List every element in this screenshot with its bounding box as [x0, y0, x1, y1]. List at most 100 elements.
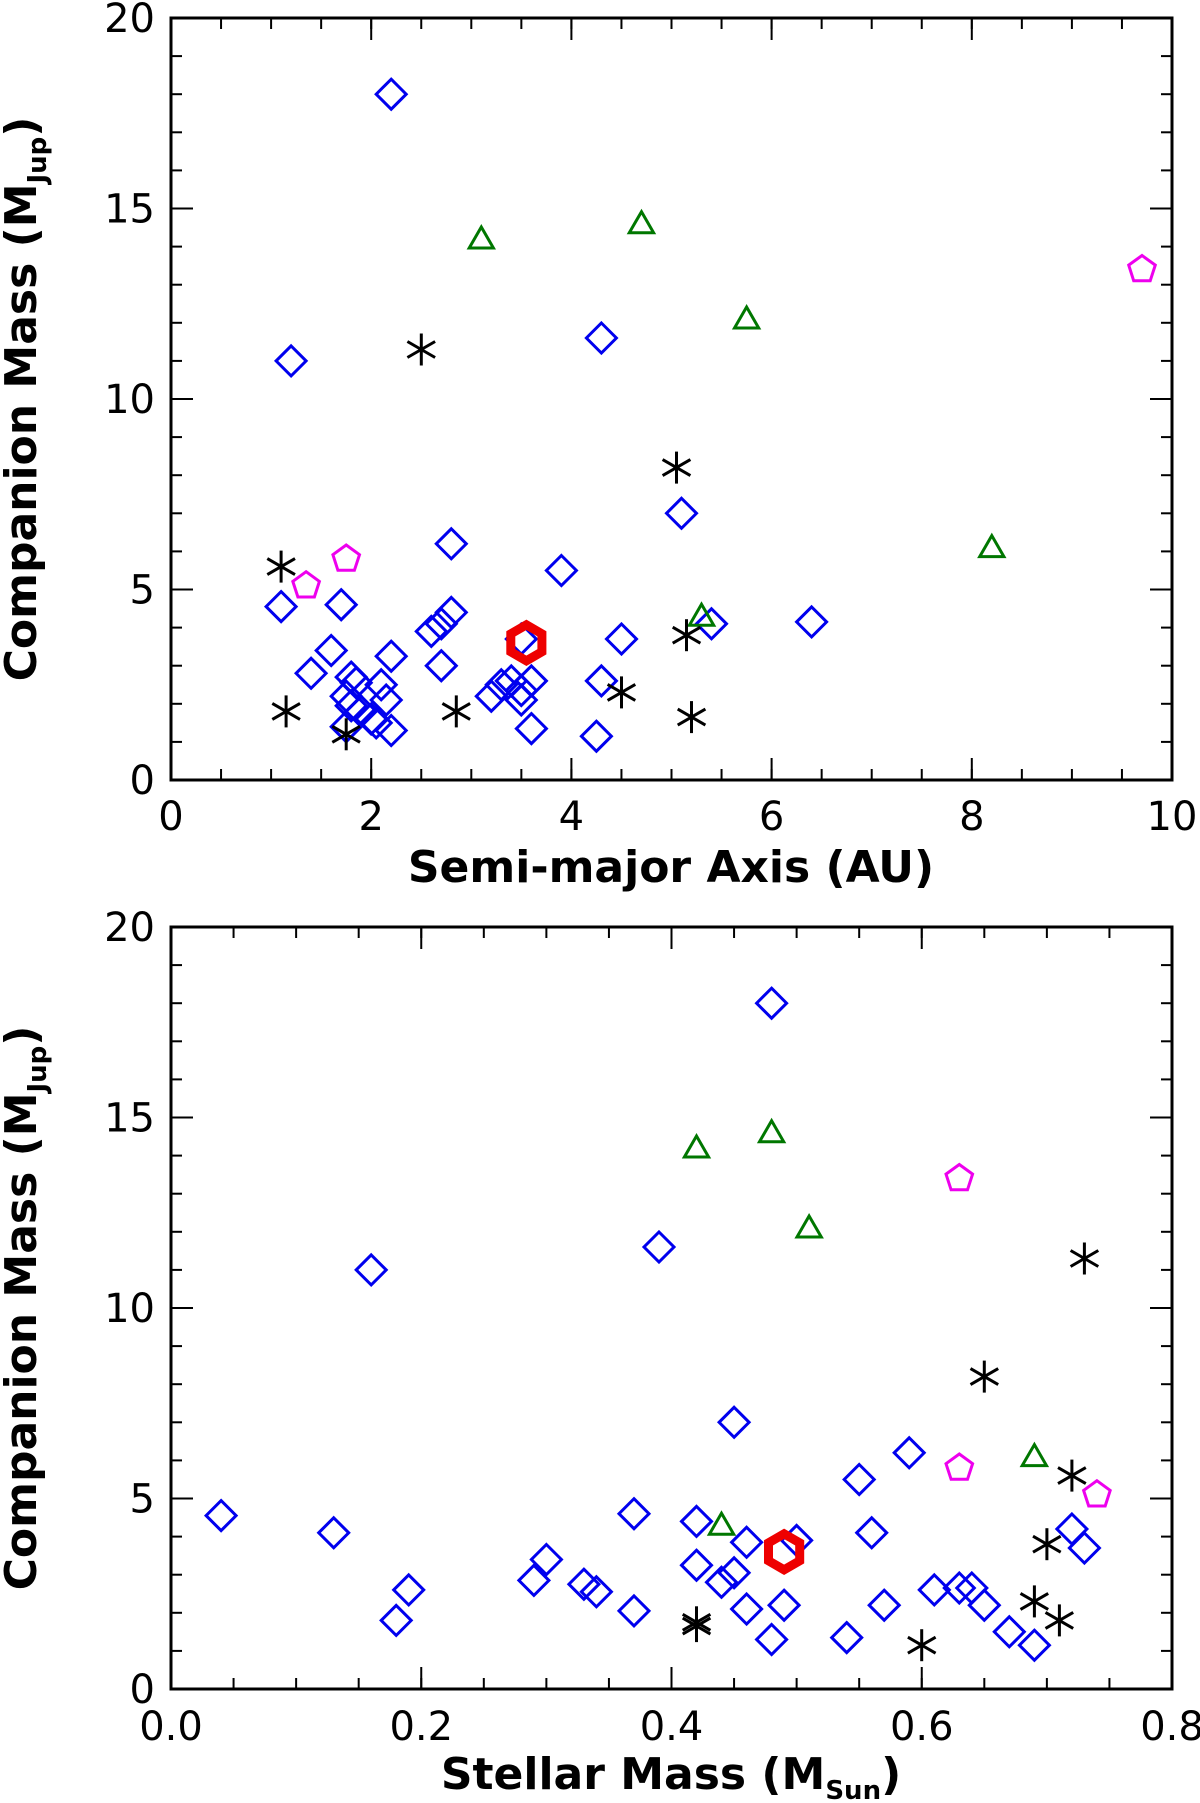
diamond-point	[374, 77, 409, 112]
diamond-point	[829, 1620, 864, 1655]
diamond-point	[544, 553, 579, 588]
x-tick-label: 6	[759, 794, 784, 840]
hexagon-point	[506, 619, 547, 666]
triangle-point	[706, 1510, 737, 1536]
x-tick-label: 8	[959, 794, 984, 840]
diamond-point	[529, 1542, 564, 1577]
star-point	[907, 1629, 937, 1662]
star-point	[331, 718, 361, 751]
triangle-point	[1019, 1441, 1050, 1468]
star-point	[681, 1610, 712, 1643]
x-tick-label: 4	[559, 794, 584, 840]
diamond-point	[754, 986, 789, 1021]
pentagon-point	[291, 569, 322, 599]
hexagon-point	[764, 1528, 805, 1575]
diamond-point	[679, 1504, 714, 1539]
star-point	[969, 1360, 999, 1393]
x-tick-label: 0.8	[1140, 1704, 1200, 1750]
diamond-point	[766, 1588, 802, 1623]
diamond-point	[334, 688, 369, 723]
diamond-point	[514, 711, 549, 746]
diamond-point	[374, 713, 409, 748]
diamond-point	[867, 1588, 902, 1623]
y-tick-label: 20	[104, 0, 155, 42]
star-point	[441, 695, 471, 728]
diamond-point	[516, 1563, 552, 1598]
diamond-point	[679, 1548, 714, 1583]
y-tick-label: 10	[104, 1286, 155, 1332]
diamond-point	[324, 587, 359, 622]
y-tick-label: 0	[130, 758, 155, 804]
diamond-point	[1054, 1511, 1090, 1547]
diamond-point	[842, 1462, 877, 1497]
y-tick-label: 20	[104, 905, 155, 951]
star-point	[1032, 1528, 1062, 1561]
diamond-point	[379, 1603, 414, 1638]
diamond-point	[754, 1622, 789, 1657]
diamond-point	[584, 320, 619, 356]
star-point	[271, 695, 301, 728]
star-point	[661, 451, 692, 484]
y-tick-label: 10	[104, 377, 155, 423]
diamond-point	[504, 682, 539, 718]
diamond-point	[374, 639, 409, 674]
diamond-point	[434, 526, 469, 561]
diamond-point	[704, 1565, 739, 1600]
triangle-point	[466, 223, 496, 250]
triangle-point	[794, 1213, 824, 1239]
pentagon-point	[1126, 253, 1158, 283]
diamond-point	[364, 667, 399, 702]
tick-labels: 0 2 4 6 8 10 0 5 10 15 20	[104, 0, 1197, 840]
y-tick-label: 0	[130, 1667, 155, 1713]
star-point	[406, 333, 436, 366]
diamond-point	[794, 604, 829, 640]
x-tick-label: 0.0	[139, 1704, 203, 1750]
diamond-point	[729, 1591, 764, 1627]
diamond-point	[514, 663, 549, 699]
diamond-point	[354, 1252, 389, 1288]
diamond-point	[729, 1525, 764, 1560]
diamond-point	[584, 663, 619, 699]
triangle-point	[626, 208, 657, 235]
star-point	[266, 550, 296, 583]
diamond-point	[263, 589, 299, 624]
diamond-point	[992, 1614, 1027, 1649]
diamond-point	[369, 682, 404, 718]
tick-marks	[170, 17, 1173, 781]
triangle-point	[977, 532, 1007, 559]
plot-frame	[169, 16, 1174, 782]
diamond-point	[424, 606, 459, 641]
y-tick-label: 15	[104, 1096, 155, 1142]
x-tick-label: 0.2	[389, 1704, 453, 1750]
data-markers	[263, 77, 1158, 754]
star-point	[1069, 1242, 1100, 1275]
diamond-point	[391, 1572, 426, 1608]
diamond-point	[359, 705, 394, 741]
y-tick-label: 15	[104, 187, 155, 233]
x-tick-label: 10	[1147, 794, 1198, 840]
diamond-point	[967, 1588, 1002, 1623]
diamond-point	[474, 679, 509, 714]
diamond-point	[1017, 1628, 1052, 1663]
x-tick-label: 0.6	[890, 1704, 954, 1750]
pentagon-point	[944, 1452, 975, 1481]
diamond-point	[942, 1570, 977, 1606]
star-point	[606, 676, 637, 709]
y-axis-title: Companion Mass (MJup)	[0, 117, 53, 682]
x-tick-label: 0.4	[640, 1704, 704, 1750]
diamond-point	[694, 606, 729, 641]
diamond-point	[641, 1229, 677, 1265]
x-axis-title: Semi-major Axis (AU)	[408, 842, 934, 893]
diamond-point	[664, 496, 699, 531]
pentagon-point	[944, 1162, 975, 1192]
star-point	[1057, 1459, 1087, 1492]
diamond-point	[954, 1570, 989, 1606]
y-tick-label: 5	[130, 1477, 155, 1523]
diamond-point	[616, 1496, 652, 1531]
diamond-point	[854, 1515, 889, 1550]
diamond-point	[604, 621, 639, 657]
diamond-point	[616, 1593, 652, 1629]
diamond-point	[314, 633, 349, 668]
diamond-point	[917, 1572, 952, 1608]
